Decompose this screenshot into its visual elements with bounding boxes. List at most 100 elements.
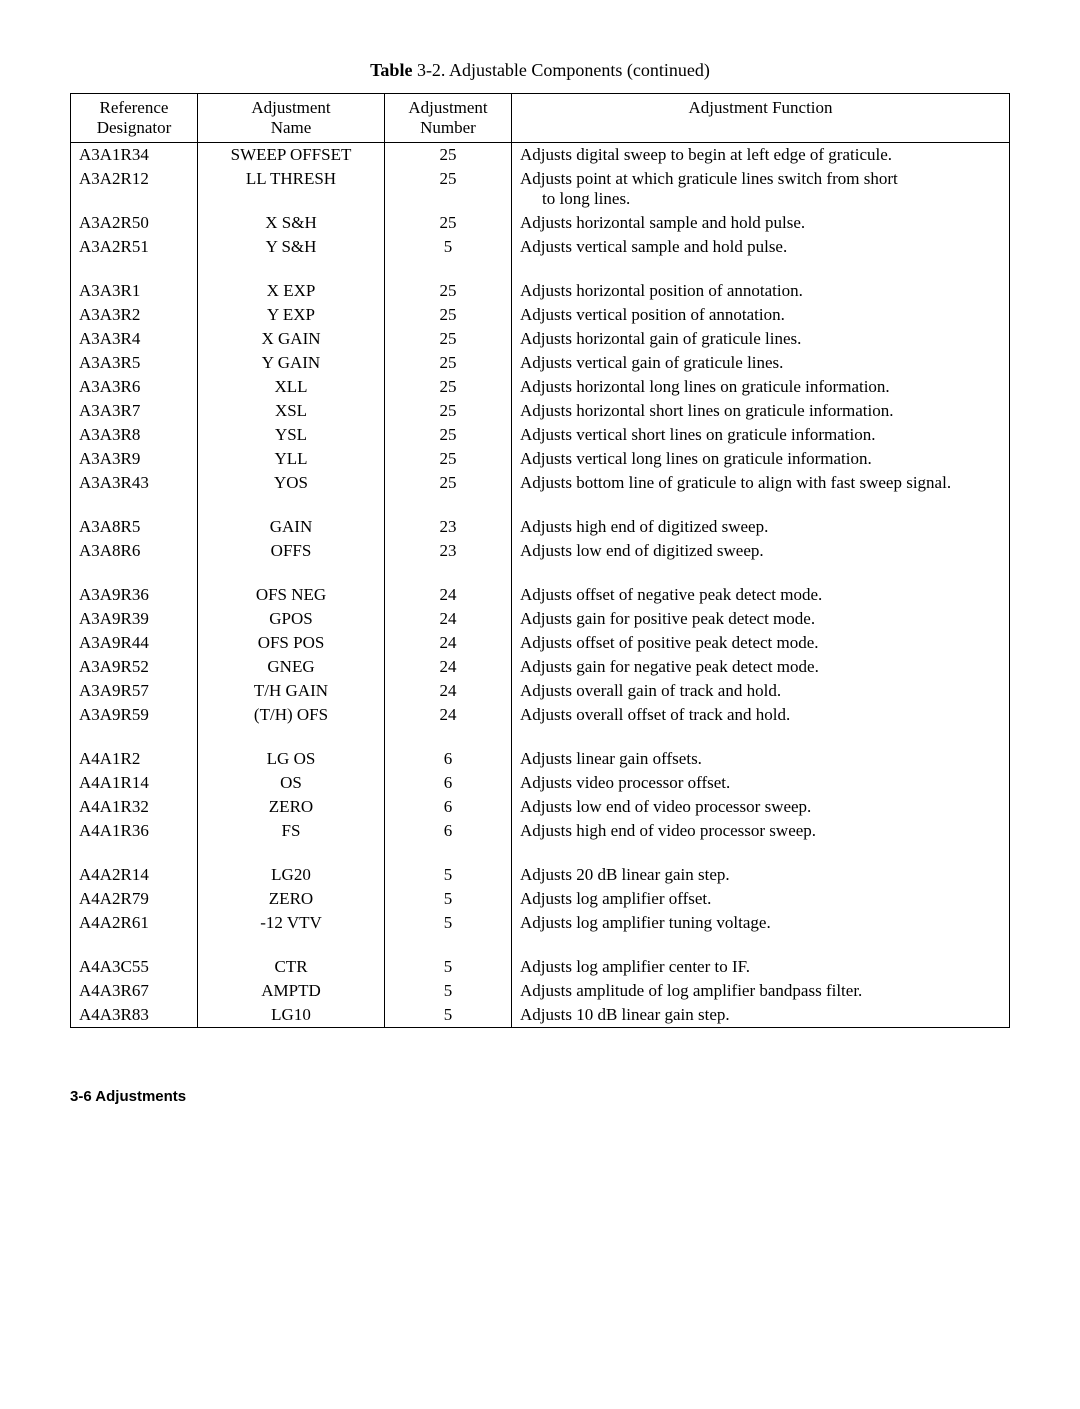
cell-name: SWEEP OFFSET: [198, 143, 385, 168]
cell-name: AMPTD: [198, 979, 385, 1003]
cell-number: 5: [385, 979, 512, 1003]
cell-name: LG20: [198, 863, 385, 887]
cell-number: 25: [385, 471, 512, 495]
cell-function: Adjusts vertical short lines on graticul…: [512, 423, 1010, 447]
header-name-line2: Name: [271, 118, 312, 137]
cell-number: 25: [385, 143, 512, 168]
cell-reference: A4A1R36: [71, 819, 198, 843]
cell-function: Adjusts log amplifier tuning voltage.: [512, 911, 1010, 935]
table-row: A4A2R61-12 VTV5Adjusts log amplifier tun…: [71, 911, 1010, 935]
cell-function: Adjusts amplitude of log amplifier bandp…: [512, 979, 1010, 1003]
cell-function: Adjusts vertical long lines on graticule…: [512, 447, 1010, 471]
table-row: A3A3R5Y GAIN25Adjusts vertical gain of g…: [71, 351, 1010, 375]
cell-function: Adjusts digital sweep to begin at left e…: [512, 143, 1010, 168]
cell-name: (T/H) OFS: [198, 703, 385, 727]
cell-function: Adjusts offset of positive peak detect m…: [512, 631, 1010, 655]
table-row: [71, 727, 1010, 747]
cell-name: XLL: [198, 375, 385, 399]
cell-function: Adjusts horizontal sample and hold pulse…: [512, 211, 1010, 235]
cell-name: ZERO: [198, 887, 385, 911]
cell-reference: A3A9R57: [71, 679, 198, 703]
cell-reference: A3A8R6: [71, 539, 198, 563]
cell-name: X S&H: [198, 211, 385, 235]
cell-function: Adjusts overall offset of track and hold…: [512, 703, 1010, 727]
header-reference: Reference Designator: [71, 94, 198, 143]
cell-function: Adjusts low end of digitized sweep.: [512, 539, 1010, 563]
header-num-line2: Number: [420, 118, 476, 137]
cell-reference: A3A3R8: [71, 423, 198, 447]
adjustable-components-table: Reference Designator Adjustment Name Adj…: [70, 93, 1010, 1028]
cell-number: 25: [385, 375, 512, 399]
caption-rest: 3-2. Adjustable Components (continued): [412, 60, 709, 80]
table-row: A3A9R36OFS NEG24Adjusts offset of negati…: [71, 583, 1010, 607]
cell-reference: A3A9R39: [71, 607, 198, 631]
cell-name: GNEG: [198, 655, 385, 679]
cell-name: GPOS: [198, 607, 385, 631]
table-row: A4A3R83LG105Adjusts 10 dB linear gain st…: [71, 1003, 1010, 1028]
cell-function: Adjusts gain for positive peak detect mo…: [512, 607, 1010, 631]
cell-name: Y EXP: [198, 303, 385, 327]
cell-name: Y S&H: [198, 235, 385, 259]
cell-name: GAIN: [198, 515, 385, 539]
cell-function: Adjusts point at which graticule lines s…: [512, 167, 1010, 211]
table-row: A3A3R2Y EXP25Adjusts vertical position o…: [71, 303, 1010, 327]
table-row: A3A2R12LL THRESH25Adjusts point at which…: [71, 167, 1010, 211]
cell-reference: A4A3C55: [71, 955, 198, 979]
cell-reference: A3A9R36: [71, 583, 198, 607]
cell-function: Adjusts 10 dB linear gain step.: [512, 1003, 1010, 1028]
cell-number: 25: [385, 279, 512, 303]
cell-function-continuation: to long lines.: [520, 189, 1001, 209]
cell-name: FS: [198, 819, 385, 843]
cell-number: 24: [385, 679, 512, 703]
cell-number: 24: [385, 607, 512, 631]
table-row: A3A2R50X S&H25Adjusts horizontal sample …: [71, 211, 1010, 235]
cell-reference: A3A8R5: [71, 515, 198, 539]
cell-reference: A3A9R52: [71, 655, 198, 679]
cell-number: 24: [385, 583, 512, 607]
cell-number: 23: [385, 539, 512, 563]
cell-number: 25: [385, 351, 512, 375]
cell-reference: A3A3R43: [71, 471, 198, 495]
table-row: A3A3R7XSL25Adjusts horizontal short line…: [71, 399, 1010, 423]
cell-number: 25: [385, 167, 512, 211]
header-function: Adjustment Function: [512, 94, 1010, 143]
table-row: A3A3R43YOS25Adjusts bottom line of grati…: [71, 471, 1010, 495]
cell-reference: A4A1R2: [71, 747, 198, 771]
cell-number: 5: [385, 911, 512, 935]
cell-reference: A3A9R44: [71, 631, 198, 655]
cell-number: 25: [385, 211, 512, 235]
table-row: A3A9R39GPOS24Adjusts gain for positive p…: [71, 607, 1010, 631]
cell-function: Adjusts horizontal long lines on graticu…: [512, 375, 1010, 399]
table-row: A3A3R6XLL25Adjusts horizontal long lines…: [71, 375, 1010, 399]
cell-function: Adjusts high end of video processor swee…: [512, 819, 1010, 843]
cell-reference: A4A2R14: [71, 863, 198, 887]
table-row: A3A3R1X EXP25Adjusts horizontal position…: [71, 279, 1010, 303]
cell-reference: A3A3R1: [71, 279, 198, 303]
table-row: A3A8R5GAIN23Adjusts high end of digitize…: [71, 515, 1010, 539]
table-body: A3A1R34SWEEP OFFSET25Adjusts digital swe…: [71, 143, 1010, 1028]
cell-name: LG OS: [198, 747, 385, 771]
cell-reference: A3A3R5: [71, 351, 198, 375]
table-row: A4A1R32ZERO6Adjusts low end of video pro…: [71, 795, 1010, 819]
table-row: A3A2R51Y S&H5Adjusts vertical sample and…: [71, 235, 1010, 259]
cell-reference: A4A1R32: [71, 795, 198, 819]
cell-function: Adjusts video processor offset.: [512, 771, 1010, 795]
page-footer: 3-6 Adjustments: [70, 1088, 1010, 1105]
table-row: [71, 935, 1010, 955]
cell-function: Adjusts log amplifier center to IF.: [512, 955, 1010, 979]
cell-name: T/H GAIN: [198, 679, 385, 703]
header-num-line1: Adjustment: [408, 98, 487, 117]
header-number: Adjustment Number: [385, 94, 512, 143]
table-row: A3A8R6OFFS23Adjusts low end of digitized…: [71, 539, 1010, 563]
cell-function: Adjusts 20 dB linear gain step.: [512, 863, 1010, 887]
cell-name: LG10: [198, 1003, 385, 1028]
table-row: A3A3R9YLL25Adjusts vertical long lines o…: [71, 447, 1010, 471]
cell-function: Adjusts vertical position of annotation.: [512, 303, 1010, 327]
header-name-line1: Adjustment: [251, 98, 330, 117]
cell-function: Adjusts low end of video processor sweep…: [512, 795, 1010, 819]
table-header-row: Reference Designator Adjustment Name Adj…: [71, 94, 1010, 143]
cell-reference: A4A2R61: [71, 911, 198, 935]
cell-function: Adjusts log amplifier offset.: [512, 887, 1010, 911]
cell-number: 25: [385, 447, 512, 471]
cell-reference: A3A3R2: [71, 303, 198, 327]
